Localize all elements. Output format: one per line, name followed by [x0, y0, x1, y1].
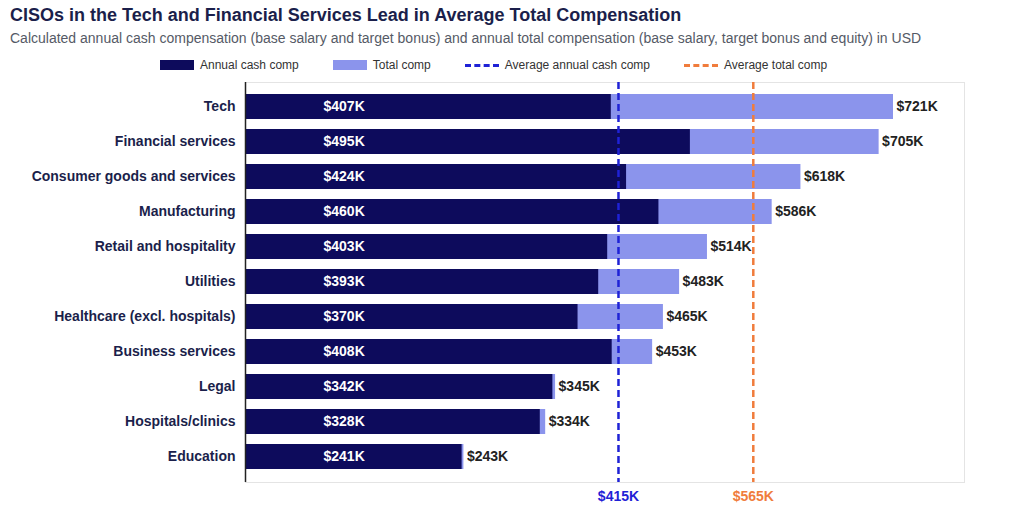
- html-text:Calculated annual cash compens: Calculated annual cash compensation (bas…: [10, 30, 922, 46]
- svg-text:$241K: $241K: [324, 448, 365, 464]
- svg-text:$393K: $393K: [324, 273, 365, 289]
- svg-text:$415K: $415K: [598, 488, 639, 504]
- svg-text:$424K: $424K: [324, 168, 365, 184]
- svg-text:$453K: $453K: [656, 343, 697, 359]
- svg-text:Utilities: Utilities: [185, 273, 236, 289]
- svg-text:$370K: $370K: [324, 308, 365, 324]
- svg-text:$460K: $460K: [324, 203, 365, 219]
- html-text:Total comp: Total comp: [372, 58, 431, 72]
- svg-text:$705K: $705K: [882, 133, 923, 149]
- svg-text:$495K: $495K: [324, 133, 365, 149]
- svg-text:Financial services: Financial services: [115, 133, 236, 149]
- html-text:Average annual cash comp: Average annual cash comp: [504, 58, 650, 72]
- html-text:Annual cash comp: Annual cash comp: [200, 58, 299, 72]
- svg-text:$328K: $328K: [324, 413, 365, 429]
- svg-text:$407K: $407K: [324, 98, 365, 114]
- svg-text:$721K: $721K: [896, 98, 937, 114]
- html-text:Average total comp: Average total comp: [724, 58, 828, 72]
- svg-text:$408K: $408K: [324, 343, 365, 359]
- svg-text:Education: Education: [168, 448, 236, 464]
- html-text:CISOs in the Tech and Financia: CISOs in the Tech and Financial Services…: [10, 5, 682, 25]
- svg-text:$243K: $243K: [467, 448, 508, 464]
- svg-text:$465K: $465K: [666, 308, 707, 324]
- svg-text:$345K: $345K: [559, 378, 600, 394]
- svg-text:Tech: Tech: [204, 98, 236, 114]
- svg-text:$618K: $618K: [804, 168, 845, 184]
- svg-text:Business services: Business services: [113, 343, 235, 359]
- svg-text:Hospitals/clinics: Hospitals/clinics: [125, 413, 236, 429]
- svg-text:$342K: $342K: [324, 378, 365, 394]
- svg-text:$565K: $565K: [733, 488, 774, 504]
- svg-text:$514K: $514K: [710, 238, 751, 254]
- svg-text:Consumer goods and services: Consumer goods and services: [32, 168, 236, 184]
- svg-text:Legal: Legal: [199, 378, 236, 394]
- svg-text:Healthcare (excl. hospitals): Healthcare (excl. hospitals): [54, 308, 235, 324]
- svg-text:Retail and hospitality: Retail and hospitality: [95, 238, 236, 254]
- svg-text:$334K: $334K: [549, 413, 590, 429]
- svg-text:$483K: $483K: [683, 273, 724, 289]
- svg-text:Manufacturing: Manufacturing: [139, 203, 235, 219]
- svg-text:$586K: $586K: [775, 203, 816, 219]
- svg-text:$403K: $403K: [324, 238, 365, 254]
